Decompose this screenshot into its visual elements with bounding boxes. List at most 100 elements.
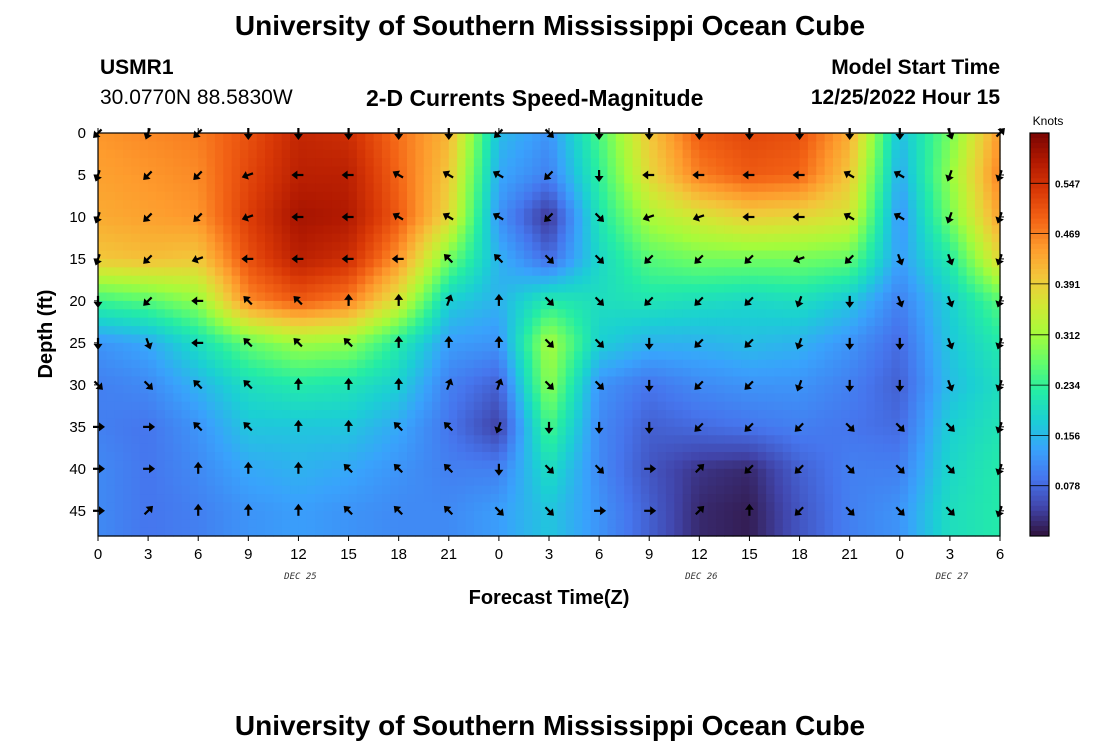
heatmap-cell [490, 258, 500, 268]
heatmap-cell [615, 334, 625, 344]
heatmap-cell [749, 510, 759, 520]
heatmap-cell [348, 435, 358, 445]
heatmap-cell [540, 418, 550, 428]
heatmap-cell [181, 317, 191, 327]
heatmap-cell [757, 502, 767, 512]
heatmap-cell [306, 376, 316, 386]
heatmap-cell [774, 174, 784, 184]
heatmap-cell [432, 208, 442, 218]
heatmap-cell [899, 477, 909, 487]
heatmap-cell [933, 275, 943, 285]
heatmap-cell [98, 418, 107, 428]
heatmap-cell [139, 468, 149, 478]
heatmap-cell [665, 317, 675, 327]
heatmap-cell [348, 410, 358, 420]
heatmap-cell [398, 242, 408, 252]
heatmap-cell [373, 317, 383, 327]
heatmap-cell [991, 502, 1001, 512]
heatmap-cell [348, 468, 358, 478]
heatmap-cell [373, 183, 383, 193]
heatmap-cell [415, 401, 425, 411]
heatmap-cell [181, 242, 191, 252]
heatmap-cell [515, 502, 525, 512]
heatmap-cell [465, 309, 475, 319]
heatmap-cell [816, 258, 826, 268]
heatmap-cell [741, 275, 751, 285]
heatmap-cell [582, 502, 592, 512]
heatmap-cell [373, 208, 383, 218]
heatmap-cell [699, 300, 709, 310]
heatmap-cell [590, 242, 600, 252]
heatmap-cell [774, 494, 784, 504]
heatmap-cell [707, 275, 717, 285]
heatmap-cell [315, 510, 325, 520]
heatmap-cell [223, 233, 233, 243]
heatmap-cell [148, 242, 158, 252]
heatmap-cell [874, 216, 884, 226]
heatmap-cell [540, 208, 550, 218]
heatmap-cell [841, 368, 851, 378]
heatmap-cell [390, 284, 400, 294]
heatmap-cell [164, 477, 174, 487]
heatmap-cell [532, 275, 542, 285]
heatmap-cell [891, 174, 901, 184]
heatmap-cell [448, 359, 458, 369]
heatmap-cell [515, 166, 525, 176]
heatmap-cell [457, 183, 467, 193]
heatmap-cell [306, 166, 316, 176]
heatmap-cell [632, 426, 642, 436]
heatmap-cell [390, 166, 400, 176]
heatmap-cell [599, 443, 609, 453]
heatmap-cell [281, 502, 291, 512]
heatmap-cell [290, 309, 300, 319]
heatmap-cell [532, 485, 542, 495]
heatmap-cell [239, 519, 249, 529]
heatmap-cell [164, 485, 174, 495]
heatmap-cell [799, 460, 809, 470]
heatmap-cell [390, 200, 400, 210]
heatmap-cell [523, 242, 533, 252]
heatmap-cell [632, 494, 642, 504]
heatmap-cell [448, 452, 458, 462]
heatmap-cell [974, 267, 984, 277]
heatmap-cell [832, 200, 842, 210]
heatmap-cell [724, 233, 734, 243]
heatmap-cell [348, 351, 358, 361]
heatmap-cell [290, 460, 300, 470]
heatmap-cell [457, 426, 467, 436]
heatmap-cell [306, 393, 316, 403]
heatmap-cell [799, 376, 809, 386]
heatmap-cell [716, 267, 725, 277]
heatmap-cell [231, 452, 241, 462]
heatmap-cell [231, 166, 241, 176]
heatmap-cell [941, 334, 951, 344]
heatmap-cell [841, 200, 851, 210]
heatmap-cell [98, 485, 107, 495]
heatmap-cell [832, 326, 842, 336]
heatmap-cell [106, 477, 116, 487]
heatmap-cell [173, 452, 183, 462]
heatmap-cell [791, 326, 801, 336]
heatmap-cell [206, 149, 216, 159]
heatmap-cell [532, 326, 542, 336]
heatmap-cell [507, 183, 517, 193]
heatmap-cell [407, 258, 416, 268]
heatmap-cell [699, 359, 709, 369]
heatmap-cell [265, 393, 274, 403]
heatmap-cell [832, 158, 842, 168]
heatmap-cell [983, 267, 993, 277]
heatmap-cell [883, 141, 893, 151]
heatmap-cell [156, 494, 166, 504]
heatmap-cell [523, 435, 533, 445]
heatmap-cell [707, 216, 717, 226]
heatmap-cell [198, 233, 208, 243]
heatmap-cell [223, 393, 233, 403]
heatmap-cell [874, 183, 884, 193]
heatmap-cell [490, 410, 500, 420]
heatmap-cell [407, 317, 416, 327]
heatmap-cell [599, 284, 609, 294]
heatmap-cell [214, 258, 224, 268]
heatmap-cell [565, 334, 575, 344]
heatmap-cell [849, 485, 859, 495]
heatmap-cell [749, 166, 759, 176]
